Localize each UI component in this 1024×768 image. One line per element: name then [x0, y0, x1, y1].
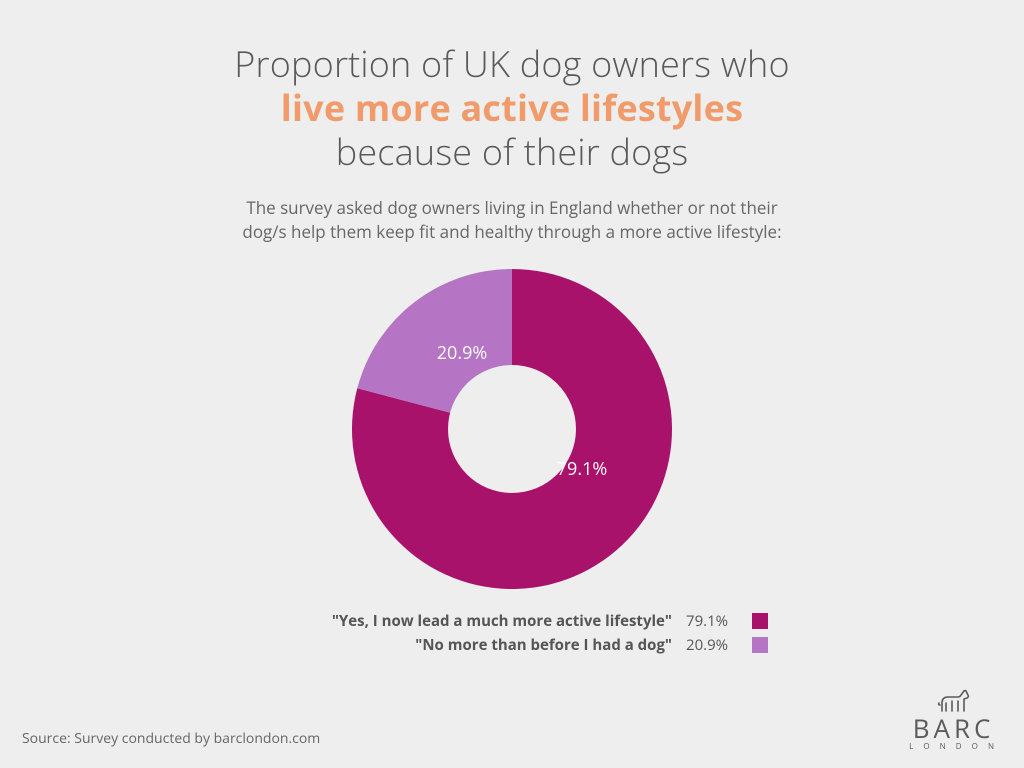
donut-svg [352, 269, 672, 589]
subtitle-line-1: The survey asked dog owners living in En… [246, 196, 777, 219]
legend-value-0: 79.1% [686, 611, 746, 631]
legend: "Yes, I now lead a much more active life… [0, 611, 1024, 655]
slice-label-0: 79.1% [557, 457, 607, 481]
chart-area: 79.1% 20.9% [0, 269, 1024, 589]
legend-swatch-0 [752, 613, 768, 629]
legend-row-0: "Yes, I now lead a much more active life… [256, 611, 768, 631]
legend-value-1: 20.9% [686, 635, 746, 655]
legend-swatch-1 [752, 637, 768, 653]
subtitle: The survey asked dog owners living in En… [0, 196, 1024, 245]
source-text: Source: Survey conducted by barclondon.c… [22, 729, 320, 748]
brand-name: BARC [909, 715, 998, 741]
title-line-3: because of their dogs [0, 130, 1024, 174]
brand-logo: BARC L O N D O N [909, 689, 998, 752]
title-block: Proportion of UK dog owners who live mor… [0, 0, 1024, 174]
donut-chart: 79.1% 20.9% [352, 269, 672, 589]
brand-sub: L O N D O N [909, 741, 998, 752]
subtitle-line-2: dog/s help them keep fit and healthy thr… [242, 220, 781, 243]
legend-label-0: "Yes, I now lead a much more active life… [256, 611, 686, 631]
slice-label-1: 20.9% [437, 341, 487, 365]
title-line-1: Proportion of UK dog owners who [0, 42, 1024, 86]
legend-row-1: "No more than before I had a dog" 20.9% [256, 635, 768, 655]
legend-label-1: "No more than before I had a dog" [256, 635, 686, 655]
title-emphasis: live more active lifestyles [0, 86, 1024, 130]
